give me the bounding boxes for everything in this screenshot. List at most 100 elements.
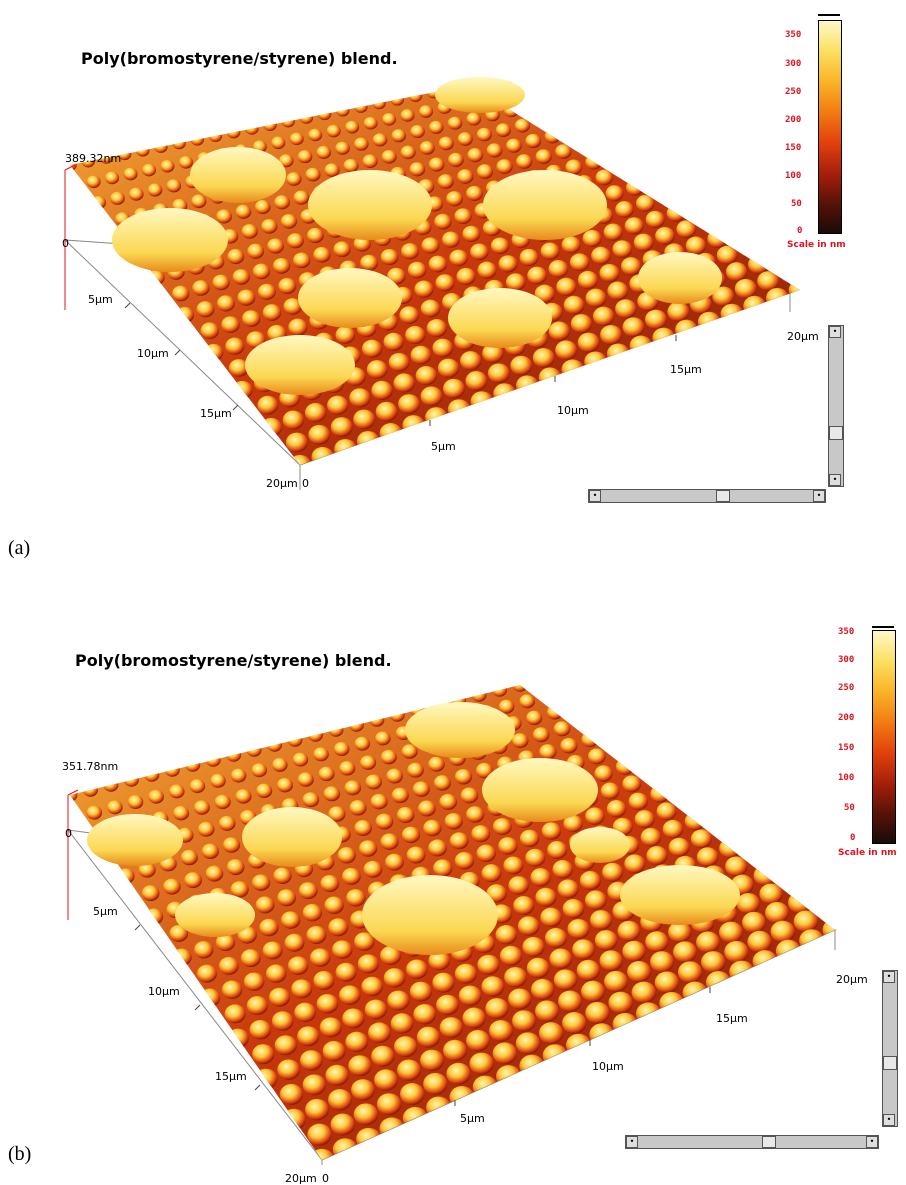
scroll-right-button[interactable]: • (813, 490, 825, 502)
surface-bump (376, 1093, 402, 1116)
surface-bump (320, 875, 340, 893)
vertical-scrollbar[interactable]: • • (828, 325, 844, 487)
surface-bump (443, 1039, 467, 1062)
surface-bump (287, 956, 309, 975)
x-tick-5: 5µm (460, 1112, 485, 1125)
surface-bump (313, 246, 331, 263)
surface-bump (272, 757, 288, 772)
surface-bump (135, 144, 150, 157)
surface-bump (284, 933, 305, 952)
surface-bump (160, 159, 175, 173)
surface-bump (201, 843, 219, 860)
surface-bump (168, 784, 185, 799)
surface-bump (278, 277, 297, 295)
surface-bump (428, 255, 448, 273)
surface-bump (333, 241, 351, 258)
surface-bump (360, 254, 379, 271)
surface-bump (525, 848, 546, 867)
surface-bump (622, 775, 642, 793)
surface-bump (246, 743, 262, 757)
surface-bump (254, 199, 271, 215)
surface-bump (282, 1108, 306, 1131)
surface-bump (673, 941, 697, 963)
surface-bump (645, 210, 665, 229)
scroll-up-button[interactable]: • (829, 326, 841, 338)
panel-title: Poly(bromostyrene/styrene) blend. (75, 651, 392, 670)
surface-bump (556, 277, 577, 296)
surface-bump (569, 253, 590, 272)
surface-bump (299, 1050, 323, 1071)
surface-bump (505, 138, 522, 153)
z-max-label: 389.32nm (65, 152, 122, 165)
surface-bump (654, 971, 680, 994)
surface-bump (546, 704, 564, 720)
scroll-left-button[interactable]: • (589, 490, 601, 502)
surface-bump (684, 811, 706, 831)
surface-bump (240, 949, 261, 968)
surface-bump (308, 128, 323, 142)
surface-bump (621, 257, 642, 276)
surface-bump (285, 432, 308, 453)
surface-bump (454, 768, 473, 785)
surface-bump (262, 304, 282, 321)
scroll-thumb-vertical[interactable] (829, 426, 843, 440)
surface-bump (271, 136, 286, 150)
surface-bump (775, 939, 801, 963)
surface-bump (173, 805, 190, 821)
horizontal-scrollbar[interactable]: • • (625, 1135, 879, 1149)
surface-bump (354, 736, 371, 751)
surface-bump (190, 133, 205, 146)
surface-bump (446, 191, 463, 207)
surface-bump (607, 281, 629, 301)
surface-bump (644, 309, 667, 330)
surface-bump (371, 380, 393, 401)
surface-bump (579, 871, 601, 891)
surface-bump (348, 718, 364, 732)
surface-bump (251, 763, 267, 778)
surface-bump (281, 115, 295, 128)
surface-bump (508, 876, 529, 895)
horizontal-scrollbar[interactable]: • • (588, 489, 826, 503)
surface-bump (383, 332, 404, 351)
surface-bump (548, 260, 569, 278)
surface-bump (510, 355, 533, 376)
vertical-scrollbar[interactable]: • • (882, 970, 898, 1127)
surface-bump (277, 1059, 301, 1080)
surface-bump (577, 332, 600, 353)
surface-bump (572, 939, 595, 960)
surface-bump (388, 352, 410, 372)
surface-bump (333, 741, 350, 756)
scroll-down-button[interactable]: • (829, 474, 841, 486)
surface-bump (407, 762, 424, 778)
surface-bump (410, 345, 432, 365)
surface-bump (254, 1068, 278, 1090)
surface-bump (544, 927, 568, 948)
surface-bump (326, 124, 341, 138)
surface-bump (215, 933, 236, 952)
surface-bump (433, 859, 453, 877)
scroll-thumb-vertical[interactable] (883, 1056, 897, 1070)
surface-bump (489, 1020, 513, 1042)
surface-bump (212, 274, 230, 291)
scroll-thumb-horizontal[interactable] (762, 1136, 776, 1148)
surface-bump (668, 837, 690, 857)
surface-bump (655, 226, 675, 245)
surface-bump (317, 108, 332, 121)
surface-bump (335, 104, 350, 117)
surface-bump (103, 778, 119, 792)
scale-tick-0: 0 (797, 226, 803, 236)
surface-bump (204, 343, 224, 362)
surface-bump (276, 777, 294, 793)
surface-bump (582, 229, 602, 248)
scroll-right-button[interactable]: • (866, 1136, 878, 1148)
scroll-thumb-horizontal[interactable] (716, 490, 730, 502)
scroll-left-button[interactable]: • (626, 1136, 638, 1148)
scroll-up-button[interactable]: • (883, 971, 895, 983)
surface-bump (401, 243, 419, 260)
surface-bump (273, 867, 292, 885)
surface-bump (662, 819, 684, 839)
surface-bump (325, 1064, 349, 1086)
surface-bump (535, 1000, 559, 1022)
surface-bump (527, 266, 547, 285)
scroll-down-button[interactable]: • (883, 1114, 895, 1126)
